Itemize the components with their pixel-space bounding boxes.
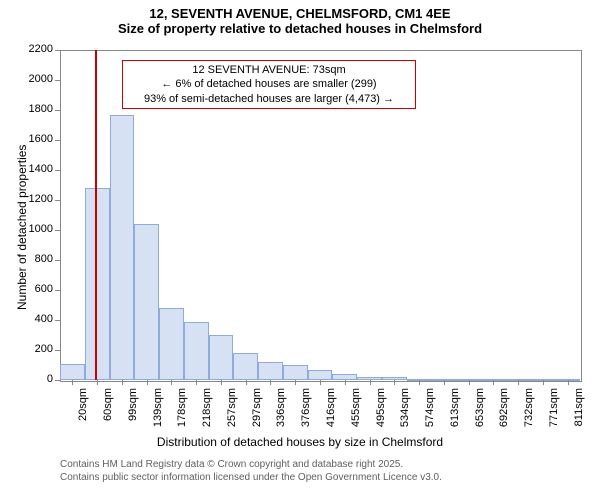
x-tick-label: 613sqm [449, 388, 461, 433]
x-tick-label: 771sqm [548, 388, 560, 433]
x-tick-label: 732sqm [523, 388, 535, 433]
y-tick [55, 170, 60, 171]
y-tick-label: 1600 [15, 133, 53, 145]
x-tick-label: 574sqm [424, 388, 436, 433]
x-tick-label: 653sqm [474, 388, 486, 433]
y-tick [55, 200, 60, 201]
x-tick-label: 811sqm [573, 388, 585, 433]
x-tick-label: 376sqm [300, 388, 312, 433]
x-tick-label: 139sqm [152, 388, 164, 433]
x-tick-label: 534sqm [399, 388, 411, 433]
y-tick-label: 2200 [15, 43, 53, 55]
x-tick [493, 380, 494, 385]
x-tick [295, 380, 296, 385]
histogram-bar [283, 365, 308, 380]
x-tick-label: 60sqm [102, 388, 114, 433]
y-tick-label: 1400 [15, 163, 53, 175]
x-tick-label: 99sqm [127, 388, 139, 433]
x-tick-label: 692sqm [498, 388, 510, 433]
x-tick-label: 455sqm [350, 388, 362, 433]
y-tick [55, 50, 60, 51]
x-tick-label: 416sqm [325, 388, 337, 433]
x-tick [97, 380, 98, 385]
x-tick-label: 257sqm [226, 388, 238, 433]
x-tick [469, 380, 470, 385]
y-tick-label: 1200 [15, 193, 53, 205]
copyright-notice: Contains HM Land Registry data © Crown c… [60, 458, 600, 484]
histogram-bar [258, 362, 283, 380]
histogram-bar [209, 335, 234, 380]
copyright-line2: Contains public sector information licen… [60, 471, 600, 484]
x-tick-label: 495sqm [375, 388, 387, 433]
chart-title-sub: Size of property relative to detached ho… [0, 21, 600, 36]
histogram-bar [134, 224, 159, 380]
x-tick [370, 380, 371, 385]
y-tick-label: 800 [15, 253, 53, 265]
x-tick [394, 380, 395, 385]
histogram-bar [233, 353, 258, 380]
x-tick-label: 297sqm [251, 388, 263, 433]
x-tick-label: 20sqm [77, 388, 89, 433]
y-tick [55, 230, 60, 231]
x-tick [221, 380, 222, 385]
x-tick [518, 380, 519, 385]
y-tick-label: 0 [15, 373, 53, 385]
reference-line [95, 50, 97, 380]
x-tick-label: 178sqm [176, 388, 188, 433]
histogram-bar [60, 364, 85, 381]
x-tick [320, 380, 321, 385]
x-tick [345, 380, 346, 385]
x-tick [270, 380, 271, 385]
x-tick [122, 380, 123, 385]
chart-title-main: 12, SEVENTH AVENUE, CHELMSFORD, CM1 4EE [0, 0, 600, 21]
info-box-line1: 12 SEVENTH AVENUE: 73sqm [129, 63, 409, 77]
x-tick [568, 380, 569, 385]
y-tick-label: 2000 [15, 73, 53, 85]
histogram-bar [85, 188, 110, 380]
y-tick [55, 140, 60, 141]
x-tick [171, 380, 172, 385]
y-tick-label: 1000 [15, 223, 53, 235]
histogram-bar [110, 115, 135, 381]
x-tick [246, 380, 247, 385]
x-tick [147, 380, 148, 385]
y-tick [55, 110, 60, 111]
y-tick [55, 80, 60, 81]
x-axis-label: Distribution of detached houses by size … [0, 435, 600, 449]
x-tick [72, 380, 73, 385]
y-tick [55, 320, 60, 321]
x-tick [419, 380, 420, 385]
copyright-line1: Contains HM Land Registry data © Crown c… [60, 458, 600, 471]
y-tick [55, 380, 60, 381]
info-box-line2: ← 6% of detached houses are smaller (299… [129, 77, 409, 91]
property-info-box: 12 SEVENTH AVENUE: 73sqm ← 6% of detache… [122, 60, 416, 109]
y-tick [55, 260, 60, 261]
x-tick [543, 380, 544, 385]
y-tick-label: 600 [15, 283, 53, 295]
x-tick [444, 380, 445, 385]
x-tick-label: 336sqm [275, 388, 287, 433]
histogram-bar [184, 322, 209, 381]
x-tick-label: 218sqm [201, 388, 213, 433]
x-tick [196, 380, 197, 385]
y-tick [55, 290, 60, 291]
y-tick-label: 1800 [15, 103, 53, 115]
info-box-line3: 93% of semi-detached houses are larger (… [129, 92, 409, 106]
histogram-bar [308, 370, 333, 381]
y-tick-label: 400 [15, 313, 53, 325]
y-tick [55, 350, 60, 351]
histogram-bar [159, 308, 184, 380]
y-tick-label: 200 [15, 343, 53, 355]
